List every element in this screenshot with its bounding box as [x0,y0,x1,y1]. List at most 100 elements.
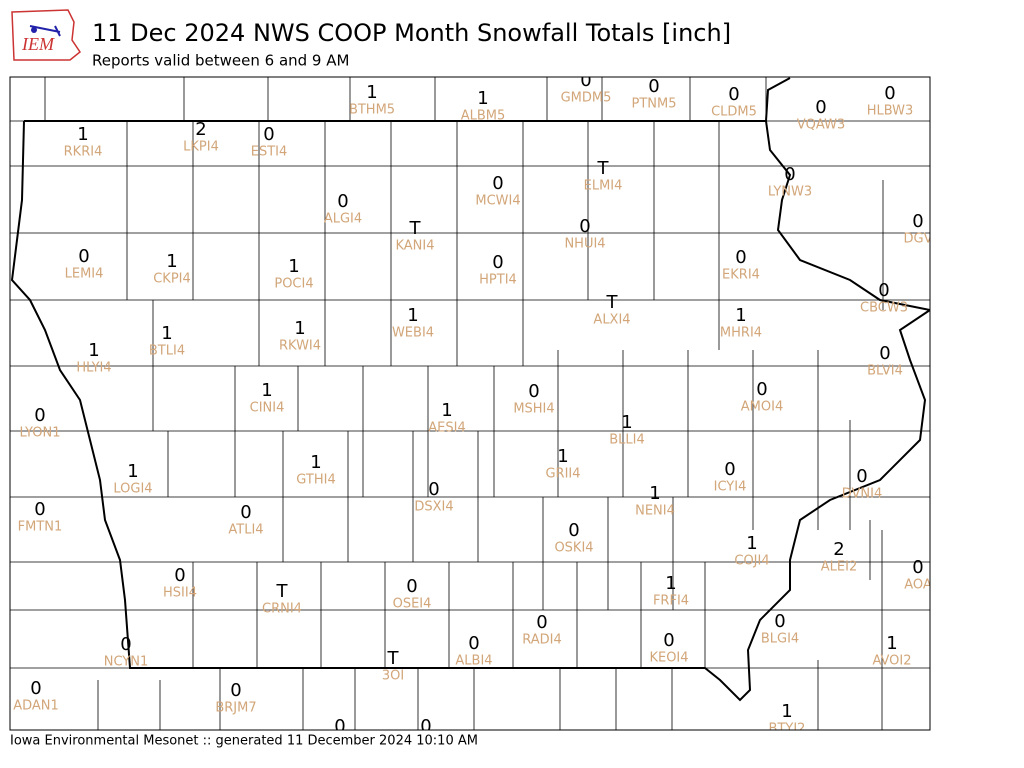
title: 11 Dec 2024 NWS COOP Month Snowfall Tota… [92,19,731,47]
station-id: DSXI4 [414,500,453,515]
station-id: CKPI4 [153,272,191,287]
station-value: 0 [724,459,735,480]
station-id: BLLI4 [609,433,645,448]
station-id: HPTI4 [479,273,517,288]
station-value: T [409,218,422,239]
station-id: GMDM5 [561,91,612,106]
station-id: ALXI4 [593,313,630,328]
station-value: 0 [492,252,503,273]
station-id: AOA [904,578,932,593]
station-value: 1 [161,323,172,344]
station-value: 0 [34,499,45,520]
station-value: 1 [886,633,897,654]
station-id: GTHI4 [296,473,335,488]
station-value: 0 [912,557,923,578]
station-id: MHRI4 [720,326,762,341]
station-value: 1 [127,461,138,482]
station-value: 1 [88,340,99,361]
station-value: 0 [420,716,431,737]
station-id: PTNM5 [632,97,677,112]
map-frame [9,76,931,731]
station-id: BTLI4 [149,344,185,359]
station-value: 1 [288,256,299,277]
station-id: CRNI4 [262,602,302,617]
station-id: VQAW3 [797,118,845,133]
station-value: 0 [337,191,348,212]
state-border [10,77,930,702]
station-id: EKRI4 [722,268,760,283]
station-value: 1 [621,412,632,433]
station-value: 0 [468,633,479,654]
station-id: AMOI4 [741,400,783,415]
station-id: CINI4 [250,401,285,416]
station-value: 1 [166,251,177,272]
station-value: T [276,581,289,602]
station-id: ALBM5 [461,109,506,124]
station-id: MSHI4 [513,402,554,417]
station-value: 2 [833,539,844,560]
station-id: AVOI2 [872,654,911,669]
station-id: OSEI4 [393,597,432,612]
station-value: 0 [856,466,867,487]
station-value: 0 [334,716,345,737]
subtitle: Reports valid between 6 and 9 AM [92,52,349,70]
station-id: 3OI [382,669,404,684]
station-value: 1 [665,573,676,594]
footer: Iowa Environmental Mesonet :: generated … [10,734,478,749]
station-value: 1 [441,400,452,421]
station-value: 1 [746,533,757,554]
station-value: 0 [580,70,591,91]
station-value: 0 [735,247,746,268]
station-value: 0 [120,634,131,655]
station-value: 1 [261,380,272,401]
station-value: 0 [815,97,826,118]
station-value: T [387,648,400,669]
station-id: COJI4 [734,554,769,569]
station-id: WEBI4 [392,326,434,341]
station-value: 1 [77,124,88,145]
station-value: 0 [663,630,674,651]
station-value: 0 [30,678,41,699]
station-value: 1 [557,446,568,467]
station-value: 0 [492,173,503,194]
station-value: 0 [884,83,895,104]
station-value: 0 [174,565,185,586]
station-id: ALEI2 [821,560,857,575]
station-id: BTYI2 [769,722,806,737]
station-id: HLYI4 [76,361,111,376]
station-id: NCYN1 [104,655,149,670]
station-id: LEMI4 [65,267,104,282]
station-id: RKRI4 [64,145,103,160]
station-value: T [606,292,619,313]
station-id: NENI4 [635,504,675,519]
station-value: 0 [879,343,890,364]
logo-text: IEM [21,34,55,54]
station-value: 0 [774,611,785,632]
station-value: 0 [406,576,417,597]
station-id: LOGI4 [113,482,152,497]
station-id: GRII4 [545,467,580,482]
station-id: BRJM7 [215,701,256,716]
station-value: 1 [477,88,488,109]
station-id: BLVI4 [867,364,903,379]
station-value: 0 [756,379,767,400]
station-value: 1 [294,318,305,339]
station-value: 0 [912,211,923,232]
station-id: ATLI4 [228,523,263,538]
station-id: POCI4 [274,277,313,292]
station-value: 0 [240,502,251,523]
station-id: CBCW3 [860,301,908,316]
station-id: AESI4 [428,421,465,436]
station-value: 2 [195,119,206,140]
station-id: RKWI4 [279,339,321,354]
station-value: 0 [568,520,579,541]
station-id: ICYI4 [714,480,747,495]
station-id: LYNW3 [768,185,812,200]
station-value: 0 [728,84,739,105]
station-id: MCWI4 [475,194,520,209]
station-value: 1 [366,82,377,103]
station-id: LYON1 [20,426,61,441]
station-id: DGV [904,232,933,247]
